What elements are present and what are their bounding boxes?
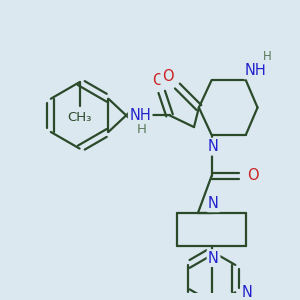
Text: N: N	[208, 139, 219, 154]
Text: O: O	[152, 73, 164, 88]
Text: CH₃: CH₃	[68, 111, 92, 124]
Text: N: N	[208, 250, 219, 266]
Text: H: H	[263, 50, 272, 63]
Text: NH: NH	[129, 108, 151, 123]
Text: NH: NH	[245, 63, 266, 78]
Text: O: O	[162, 69, 173, 84]
Text: N: N	[242, 285, 253, 300]
Text: H: H	[137, 122, 147, 136]
Text: N: N	[208, 196, 219, 211]
Text: O: O	[247, 169, 259, 184]
